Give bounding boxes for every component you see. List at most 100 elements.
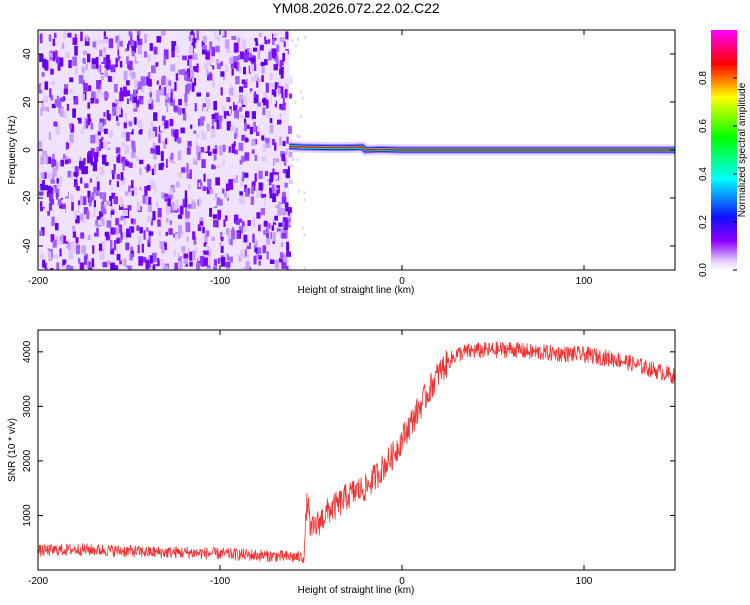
heatmap-cell bbox=[126, 98, 130, 105]
heatmap-cell bbox=[277, 110, 280, 119]
heatmap-cell bbox=[250, 57, 256, 63]
heatmap-cell bbox=[38, 179, 43, 184]
heatmap-cell bbox=[39, 33, 43, 44]
heatmap-cell bbox=[205, 230, 210, 237]
heatmap-cell bbox=[262, 143, 266, 152]
heatmap-cell bbox=[56, 99, 62, 108]
heatmap-cell bbox=[174, 82, 177, 92]
bottom-y-axis-label: SNR (10 * v/v) bbox=[7, 418, 18, 482]
heatmap-cell bbox=[254, 154, 258, 161]
heatmap-cell bbox=[184, 102, 188, 107]
heatmap-cell bbox=[134, 79, 138, 89]
colorbar-tick-label: 0.8 bbox=[698, 71, 709, 85]
heatmap-cell bbox=[179, 205, 184, 215]
heatmap-cell bbox=[191, 40, 196, 49]
heatmap-cell bbox=[83, 82, 88, 92]
heatmap-cell bbox=[131, 226, 135, 233]
heatmap-cell bbox=[243, 53, 248, 63]
heatmap-cell bbox=[103, 112, 106, 117]
heatmap-cell bbox=[114, 76, 119, 82]
heatmap-cell bbox=[163, 55, 166, 66]
heatmap-cell bbox=[75, 86, 80, 93]
heatmap-cell bbox=[284, 230, 288, 239]
heatmap-cell bbox=[248, 156, 253, 163]
heatmap-cell bbox=[274, 100, 277, 108]
heatmap-cell bbox=[257, 247, 262, 254]
heatmap-cell bbox=[78, 200, 82, 207]
heatmap-cell bbox=[168, 88, 174, 94]
heatmap-cell bbox=[170, 152, 174, 160]
heatmap-cell bbox=[166, 102, 169, 113]
heatmap-cell bbox=[115, 35, 119, 43]
heatmap-cell bbox=[258, 32, 263, 38]
heatmap-cell bbox=[185, 208, 188, 218]
heatmap-cell bbox=[136, 99, 139, 108]
heatmap-cell bbox=[104, 92, 109, 99]
heatmap-cell bbox=[271, 95, 276, 104]
heatmap-cell bbox=[99, 33, 104, 40]
heatmap-cell bbox=[209, 41, 213, 50]
heatmap-cell bbox=[254, 40, 258, 45]
heatmap-cell bbox=[79, 161, 84, 169]
heatmap-cell bbox=[285, 31, 289, 40]
heatmap-cell bbox=[55, 188, 60, 197]
heatmap-cell bbox=[106, 60, 109, 70]
heatmap-cell bbox=[198, 256, 201, 262]
heatmap-cell bbox=[163, 201, 167, 209]
heatmap-cell bbox=[53, 186, 56, 193]
heatmap-cell bbox=[85, 35, 89, 42]
heatmap-cell bbox=[82, 58, 86, 64]
heatmap-cell bbox=[139, 83, 145, 93]
heatmap-cell bbox=[40, 253, 44, 259]
heatmap-cell bbox=[121, 131, 126, 138]
heatmap-cell bbox=[106, 220, 112, 228]
heatmap-cell bbox=[237, 37, 241, 43]
heatmap-cell bbox=[262, 107, 266, 116]
heatmap-cell bbox=[73, 172, 78, 178]
heatmap-cell bbox=[116, 181, 119, 187]
heatmap-cell bbox=[220, 245, 224, 253]
heatmap-cell bbox=[97, 219, 102, 226]
heatmap-cell bbox=[123, 71, 128, 81]
heatmap-cell bbox=[119, 48, 124, 57]
heatmap-cell bbox=[253, 47, 258, 52]
heatmap-cell bbox=[62, 111, 67, 119]
heatmap-cell bbox=[177, 137, 182, 144]
heatmap-cell bbox=[40, 172, 45, 179]
heatmap-cell bbox=[203, 173, 206, 182]
heatmap-cell bbox=[258, 260, 261, 266]
heatmap-cell bbox=[241, 155, 246, 162]
heatmap-cell bbox=[111, 214, 115, 225]
heatmap-cell bbox=[268, 39, 271, 44]
heatmap-cell bbox=[52, 45, 55, 53]
heatmap-cell bbox=[148, 226, 152, 231]
heatmap-cell bbox=[226, 62, 230, 67]
heatmap-cell bbox=[131, 79, 136, 89]
heatmap-cell bbox=[40, 107, 44, 116]
heatmap-cell bbox=[248, 48, 252, 53]
heatmap-cell bbox=[220, 87, 223, 96]
heatmap-cell bbox=[262, 245, 266, 254]
heatmap-cell bbox=[286, 136, 289, 144]
heatmap-cell bbox=[256, 79, 259, 88]
heatmap-cell bbox=[169, 32, 173, 40]
heatmap-cell bbox=[245, 188, 250, 197]
heatmap-cell bbox=[74, 45, 78, 56]
heatmap-cell bbox=[231, 227, 234, 232]
heatmap-cell bbox=[57, 181, 62, 188]
heatmap-cell bbox=[71, 202, 74, 211]
heatmap-cell bbox=[165, 138, 168, 145]
heatmap-cell bbox=[145, 259, 150, 270]
heatmap-cell bbox=[251, 41, 256, 48]
heatmap-cell bbox=[130, 218, 134, 224]
heatmap-cell bbox=[55, 222, 59, 231]
heatmap-cell bbox=[218, 115, 223, 122]
heatmap-cell bbox=[289, 212, 292, 216]
heatmap-cell bbox=[256, 212, 261, 219]
heatmap-cell bbox=[134, 41, 137, 48]
heatmap-cell bbox=[39, 230, 43, 236]
heatmap-cell bbox=[147, 239, 151, 247]
heatmap-cell bbox=[235, 175, 238, 183]
heatmap-cell bbox=[99, 218, 105, 226]
